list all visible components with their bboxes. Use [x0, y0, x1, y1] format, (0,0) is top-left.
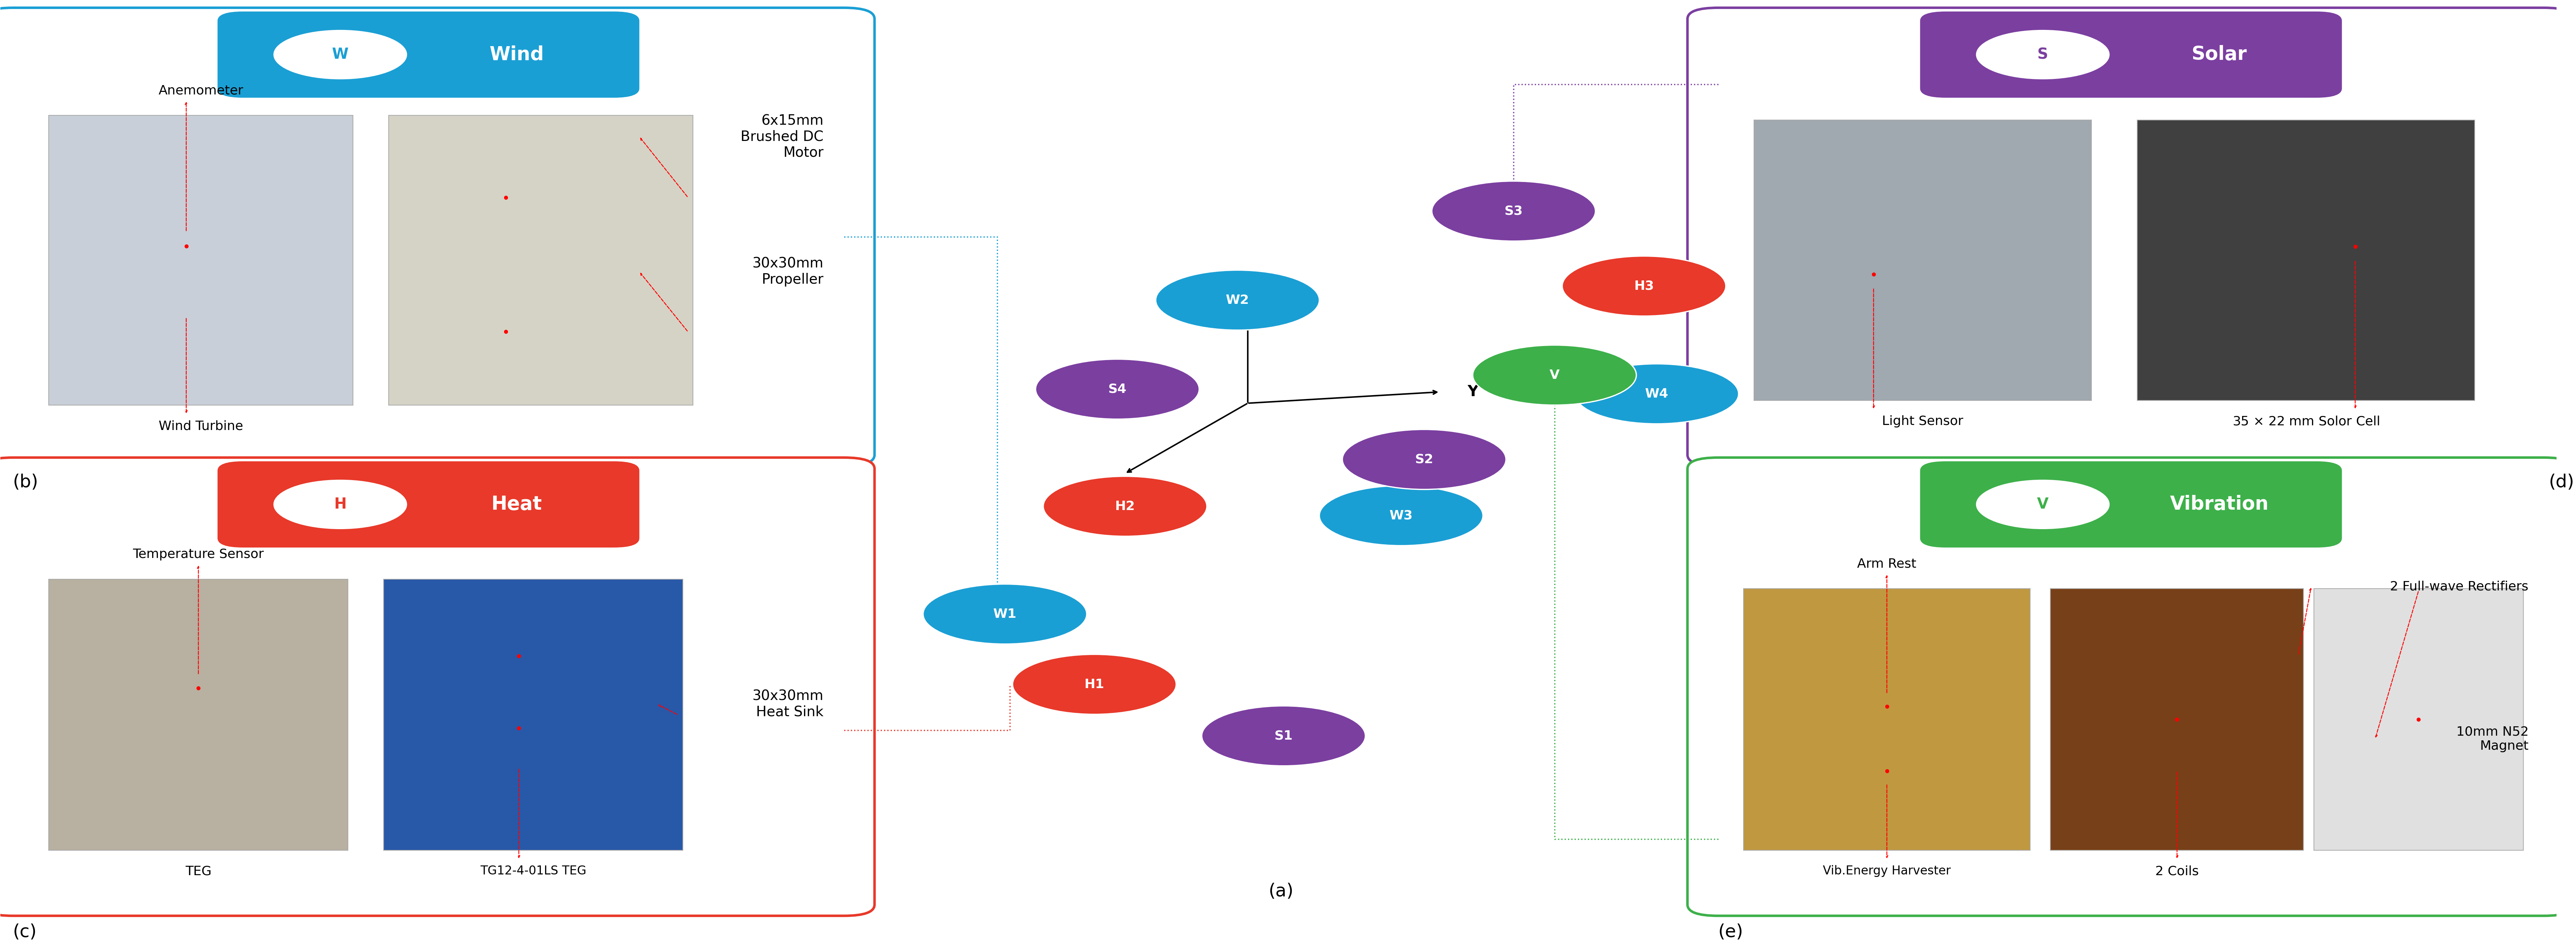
Text: Wind Turbine: Wind Turbine — [160, 420, 242, 432]
Text: W4: W4 — [1646, 388, 1669, 400]
Text: H3: H3 — [1633, 280, 1654, 293]
FancyBboxPatch shape — [850, 19, 1713, 919]
Text: W1: W1 — [994, 608, 1018, 620]
Circle shape — [1157, 270, 1319, 330]
FancyBboxPatch shape — [216, 462, 639, 548]
Text: 2 Full-wave Rectifiers: 2 Full-wave Rectifiers — [2391, 581, 2527, 593]
Circle shape — [1473, 346, 1636, 405]
Text: Anemometer: Anemometer — [160, 85, 242, 97]
Text: Light Sensor: Light Sensor — [1880, 415, 1963, 428]
Text: Solar: Solar — [2192, 45, 2246, 64]
FancyBboxPatch shape — [1919, 11, 2342, 98]
Text: 2 Coils: 2 Coils — [2156, 866, 2197, 878]
Text: (b): (b) — [13, 474, 39, 491]
Circle shape — [1200, 706, 1365, 766]
FancyBboxPatch shape — [49, 580, 348, 851]
Circle shape — [273, 30, 407, 79]
Text: V: V — [2038, 497, 2048, 512]
Text: X: X — [1100, 487, 1110, 503]
Text: S3: S3 — [1504, 205, 1522, 217]
Circle shape — [273, 480, 407, 529]
Text: (a): (a) — [1267, 883, 1293, 900]
Text: S2: S2 — [1414, 453, 1432, 465]
Text: (e): (e) — [1718, 923, 1744, 940]
Text: Temperature Sensor: Temperature Sensor — [134, 548, 263, 561]
Text: W2: W2 — [1226, 294, 1249, 306]
FancyBboxPatch shape — [384, 580, 683, 851]
Text: 10mm N52
Magnet: 10mm N52 Magnet — [2455, 726, 2527, 752]
Circle shape — [922, 584, 1087, 644]
Text: W: W — [332, 47, 348, 62]
Text: Y: Y — [1468, 384, 1479, 399]
FancyBboxPatch shape — [2313, 589, 2522, 851]
Text: S: S — [2038, 47, 2048, 62]
FancyBboxPatch shape — [0, 8, 873, 466]
Text: W3: W3 — [1388, 510, 1412, 522]
Text: Wind: Wind — [489, 45, 544, 64]
Text: (c): (c) — [13, 923, 36, 940]
FancyBboxPatch shape — [2138, 120, 2476, 400]
Circle shape — [1432, 181, 1595, 241]
Text: 30x30mm
Heat Sink: 30x30mm Heat Sink — [752, 689, 824, 719]
Text: (d): (d) — [2548, 474, 2573, 491]
FancyBboxPatch shape — [0, 458, 873, 916]
Text: TG12-4-01LS TEG: TG12-4-01LS TEG — [479, 866, 587, 877]
Text: H: H — [335, 497, 348, 512]
FancyBboxPatch shape — [1687, 458, 2573, 916]
Text: Vibration: Vibration — [2169, 495, 2269, 514]
FancyBboxPatch shape — [49, 115, 353, 405]
FancyBboxPatch shape — [1687, 8, 2573, 466]
Circle shape — [1043, 477, 1206, 536]
FancyBboxPatch shape — [1744, 589, 2030, 851]
Text: 30x30mm
Propeller: 30x30mm Propeller — [752, 257, 824, 287]
Circle shape — [1574, 363, 1739, 424]
Circle shape — [1561, 256, 1726, 316]
Circle shape — [1319, 485, 1484, 546]
Circle shape — [1976, 480, 2110, 529]
Text: Arm Rest: Arm Rest — [1857, 558, 1917, 570]
FancyBboxPatch shape — [2050, 589, 2303, 851]
Text: Z: Z — [1242, 278, 1252, 293]
Circle shape — [1036, 359, 1198, 419]
Text: H1: H1 — [1084, 678, 1105, 690]
Text: TEG: TEG — [185, 866, 211, 878]
Circle shape — [1976, 30, 2110, 79]
Circle shape — [1012, 654, 1177, 715]
Circle shape — [1342, 430, 1507, 489]
Text: 35 $\times$ 22 mm Solor Cell: 35 $\times$ 22 mm Solor Cell — [2233, 415, 2380, 428]
FancyBboxPatch shape — [1919, 462, 2342, 548]
Text: V: V — [1548, 369, 1558, 381]
FancyBboxPatch shape — [216, 11, 639, 98]
Text: 6x15mm
Brushed DC
Motor: 6x15mm Brushed DC Motor — [739, 114, 824, 160]
Text: S1: S1 — [1275, 730, 1293, 742]
FancyBboxPatch shape — [1754, 120, 2092, 400]
FancyBboxPatch shape — [389, 115, 693, 405]
Text: Vib.Energy Harvester: Vib.Energy Harvester — [1824, 866, 1950, 877]
Text: H2: H2 — [1115, 500, 1136, 513]
Text: S4: S4 — [1108, 383, 1126, 396]
Text: Heat: Heat — [492, 495, 541, 514]
